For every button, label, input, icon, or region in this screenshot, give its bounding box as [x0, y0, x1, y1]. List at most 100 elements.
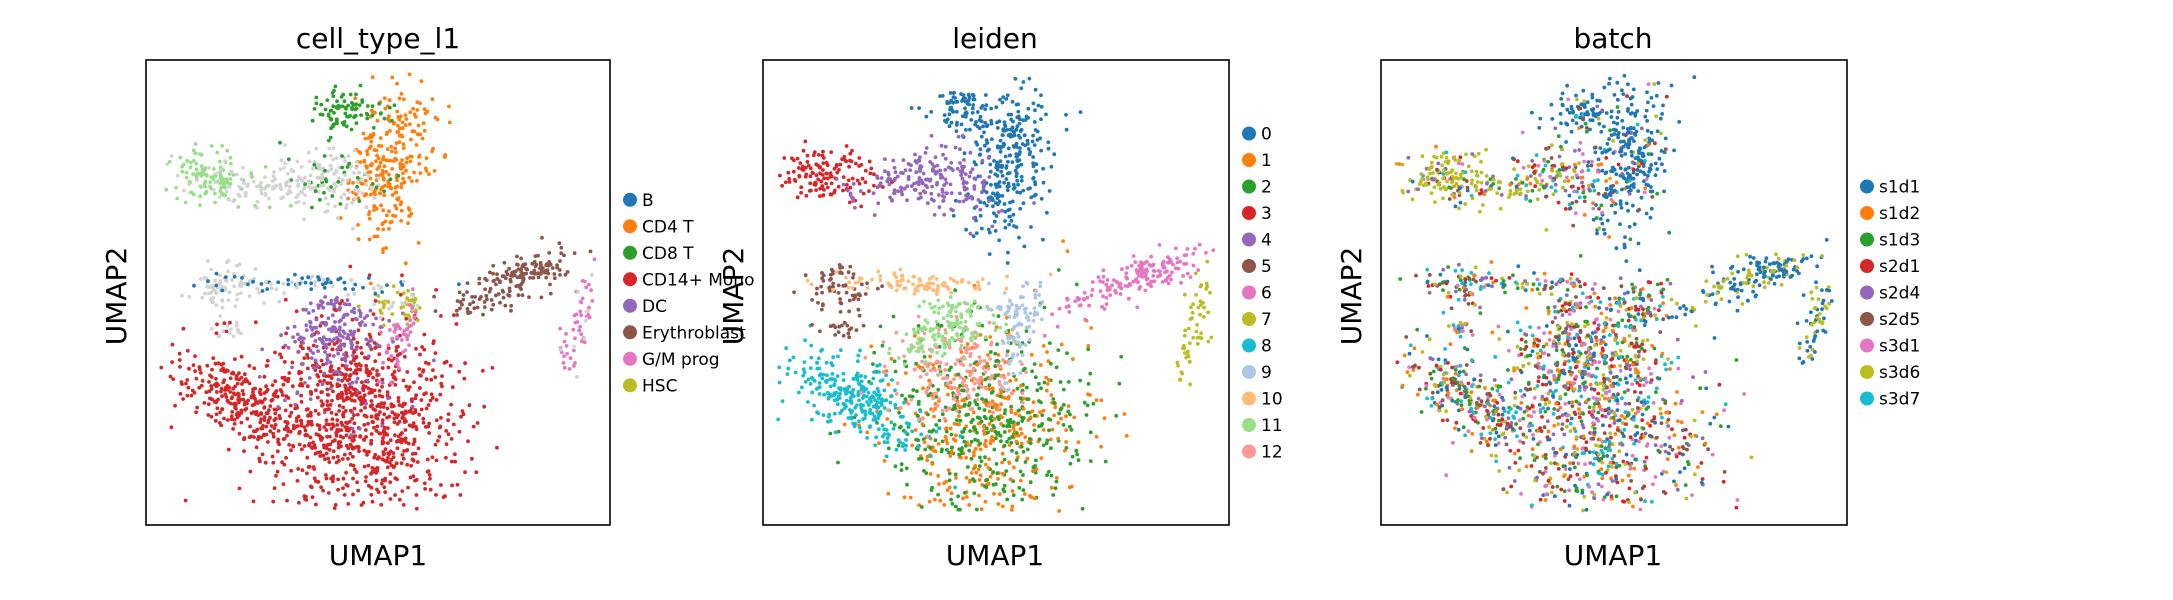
scatter-points: [159, 72, 597, 511]
legend-marker: [1242, 338, 1256, 353]
cluster-hub: [986, 280, 1045, 331]
cluster-cd4: [338, 72, 452, 286]
legend-label: 1: [1261, 151, 1272, 171]
cluster-smallBlob: [818, 320, 859, 340]
legend-label: s3d6: [1879, 363, 1920, 383]
legend-entry: CD14+ Mono: [623, 270, 754, 290]
legend-label: 9: [1261, 363, 1272, 383]
legend-label: G/M prog: [642, 350, 720, 370]
cluster-upBand: [192, 271, 461, 304]
cluster-bneck: [1441, 159, 1576, 211]
y-axis-label: UMAP2: [717, 247, 750, 346]
x-axis-label: UMAP1: [329, 539, 428, 572]
legend-entry: 2: [1242, 178, 1272, 198]
legend-entry: 5: [1242, 257, 1272, 277]
cluster-cd8: [1530, 83, 1620, 144]
legend-entry: s3d1: [1860, 337, 1920, 357]
cluster-eryTop: [1101, 246, 1196, 286]
umap-panel-batch: batch UMAP1 UMAP2 s1d1 s1d2 s1d3 s2d1 s2d4 s2…: [1335, 22, 1920, 572]
cluster-monoArm: [1395, 327, 1567, 489]
legend-marker: [1860, 312, 1874, 326]
legend-label: 10: [1261, 390, 1283, 410]
legend-entry: 0: [1242, 125, 1272, 145]
legend-marker: [1860, 285, 1874, 300]
legend-marker: [623, 298, 637, 313]
legend-entry: s1d1: [1860, 178, 1920, 198]
cluster-smallBlob: [209, 320, 243, 339]
scatter-points: [1394, 73, 1834, 513]
legend-marker: [1860, 365, 1874, 379]
cluster-bcell: [164, 142, 293, 210]
legend-entry: 9: [1242, 363, 1272, 383]
cluster-monoArm: [776, 323, 963, 490]
legend-entry: HSC: [623, 376, 677, 396]
cluster-eryTop: [1729, 252, 1800, 281]
cluster-tail: [558, 257, 597, 379]
legend-label: 12: [1261, 443, 1283, 463]
legend: s1d1 s1d2 s1d3 s2d1 s2d4 s2d5 s3d1 s3d6 s3d7: [1860, 178, 1920, 410]
cluster-smallBlob: [1446, 320, 1475, 339]
legend-entry: 8: [1242, 337, 1272, 357]
plot-frame: [1380, 59, 1848, 526]
legend-label: s1d2: [1879, 204, 1920, 224]
legend-entry: CD8 T: [623, 244, 694, 264]
legend-entry: 6: [1242, 284, 1272, 304]
legend-entry: B: [623, 191, 654, 211]
cluster-upLeft: [1425, 260, 1515, 335]
legend-marker: [1860, 338, 1874, 353]
legend-entry: s1d2: [1860, 204, 1920, 224]
cluster-dc: [1506, 301, 1665, 373]
legend-marker: [623, 219, 637, 234]
legend-marker: [1242, 126, 1256, 141]
legend-entry: 4: [1242, 231, 1272, 251]
legend-label: HSC: [642, 376, 677, 396]
legend-entry: s2d4: [1860, 284, 1920, 304]
cluster-dc: [887, 304, 1009, 377]
cluster-monoUp: [257, 307, 436, 438]
legend-marker: [1860, 259, 1874, 273]
legend: B CD4 T CD8 T CD14+ Mono DC Erythroblast G/M p…: [623, 191, 754, 396]
cluster-upBand: [805, 267, 1053, 297]
cluster-dcSmall: [304, 295, 362, 322]
cluster-hub: [356, 284, 422, 328]
legend-marker: [1242, 444, 1256, 459]
legend-marker: [623, 192, 637, 207]
scatter-points: [776, 76, 1216, 513]
panel-title: leiden: [952, 22, 1038, 55]
cluster-gmp: [377, 287, 418, 385]
y-axis-label: UMAP2: [100, 247, 133, 346]
legend-marker: [1242, 312, 1256, 326]
cluster-bcell: [1394, 144, 1502, 214]
cluster-dcSmall: [1546, 295, 1601, 314]
legend-marker: [1242, 259, 1256, 273]
legend-label: s1d3: [1879, 231, 1920, 251]
legend-marker: [1860, 232, 1874, 247]
cluster-ery: [393, 235, 593, 330]
legend-marker: [1242, 232, 1256, 247]
cluster-monoBody: [1444, 254, 1754, 513]
plot-frame: [145, 59, 611, 526]
cluster-gmp: [1620, 281, 1666, 406]
legend-marker: [623, 378, 637, 393]
legend-label: s2d1: [1879, 257, 1920, 277]
legend-marker: [1242, 365, 1256, 379]
legend-entry: 10: [1242, 390, 1283, 410]
cluster-bneck: [834, 158, 951, 210]
cluster-tail: [1175, 259, 1214, 387]
plot-frame: [762, 59, 1230, 526]
legend-label: CD4 T: [642, 217, 694, 237]
cluster-upLeft: [180, 258, 279, 325]
legend-entry: 12: [1242, 443, 1283, 463]
legend-marker: [1242, 179, 1256, 194]
legend-entry: DC: [623, 297, 667, 317]
legend-entry: G/M prog: [623, 350, 720, 370]
cluster-monoUp: [859, 314, 1028, 439]
legend-marker: [1860, 391, 1874, 406]
legend-entry: CD4 T: [623, 217, 694, 237]
cluster-ery: [1042, 242, 1216, 338]
cluster-bneck: [215, 158, 347, 210]
legend-label: 0: [1261, 125, 1272, 145]
legend-entry: s3d6: [1860, 363, 1920, 383]
